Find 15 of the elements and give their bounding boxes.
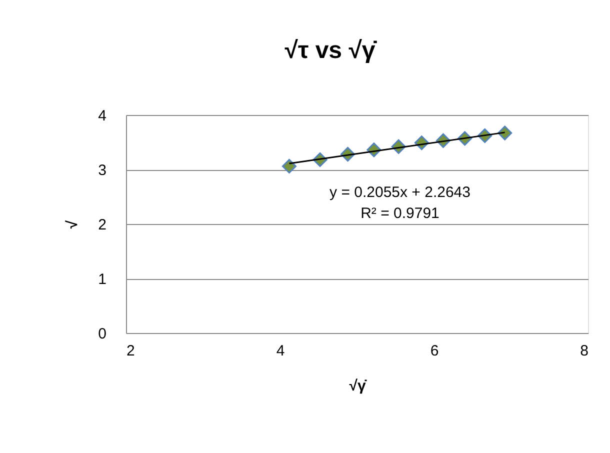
y-tick-label: 0 [98,326,106,342]
x-tick-label: 6 [430,342,439,360]
x-tick-label: 4 [276,342,285,360]
y-tick-label: 3 [98,162,106,179]
y-axis-title: √ [64,220,82,229]
annotation: R² = 0.9791 [360,205,440,222]
y-tick-label: 4 [98,108,106,124]
point [282,158,297,174]
x-tick-label: 8 [580,342,588,360]
x-tick-label: 2 [126,342,135,360]
chart-title: √τ vs √γ̇ [284,37,378,64]
annotation: y = 0.2055x + 2.2643 [330,184,470,201]
y-tick-label: 2 [98,216,106,234]
y-tick-label: 1 [98,271,106,288]
x-axis-title: √γ̇ [349,378,368,394]
